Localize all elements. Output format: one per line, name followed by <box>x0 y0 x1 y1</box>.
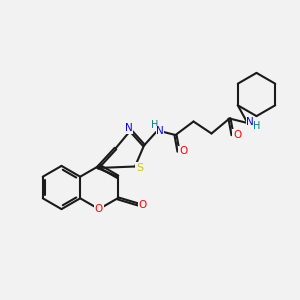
Text: N: N <box>156 126 164 136</box>
Text: N: N <box>246 117 254 128</box>
Text: H: H <box>254 121 261 131</box>
Text: O: O <box>233 130 241 140</box>
Text: O: O <box>139 200 147 210</box>
Text: O: O <box>179 146 187 157</box>
Text: S: S <box>136 163 143 173</box>
Text: O: O <box>95 204 103 214</box>
Text: H: H <box>152 120 159 130</box>
Text: N: N <box>125 123 133 133</box>
